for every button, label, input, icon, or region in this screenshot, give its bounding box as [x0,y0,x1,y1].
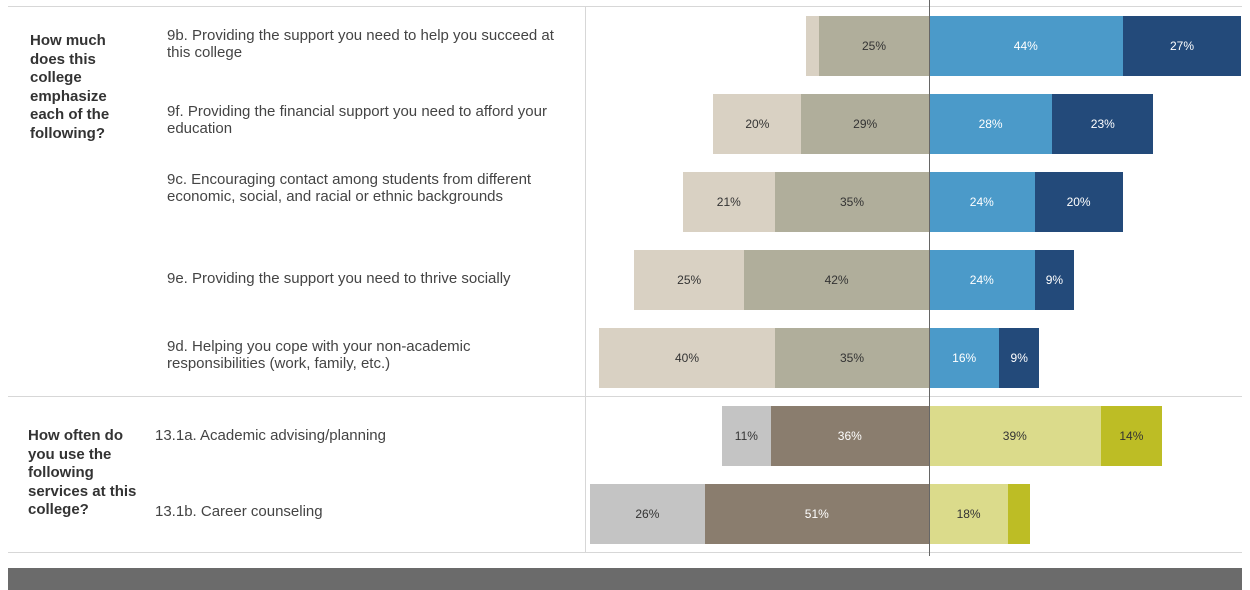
bar-segment-neg-inner: 25% [819,16,929,76]
item-label-9e: 9e. Providing the support you need to th… [167,270,511,287]
bar-value-label: 36% [837,429,862,443]
group-question-emphasis: How much does this college emphasize eac… [30,32,110,142]
bar-value-label: 42% [824,273,849,287]
item-label-9f: 9f. Providing the financial support you … [167,103,547,137]
bar-segment-neg-outer: 11% [722,406,771,466]
item-label-9c: 9c. Encouraging contact among students f… [167,171,532,205]
bar-value-label: 24% [969,195,994,209]
bar-segment-pos-inner: 28% [929,94,1053,154]
bar-value-label: 9% [1045,273,1064,287]
bar-segment-pos-inner: 44% [929,16,1123,76]
bar-value-label: 25% [861,39,887,53]
bar-segment-pos-inner: 16% [929,328,1000,388]
bar-value-label: 18% [956,507,981,521]
bar-value-label: 9% [1010,351,1028,365]
bar-value-label: 40% [674,351,700,365]
zero-axis-line [929,0,930,556]
bar-segment-neg-inner: 51% [704,484,929,544]
bar-segment-neg-outer: 21% [682,172,775,232]
bar-segment-neg-outer: 20% [713,94,802,154]
bar-value-label: 16% [952,351,977,365]
bottom-divider [8,552,1242,553]
footer-bar [8,568,1242,590]
bar-segment-pos-outer [1008,484,1031,544]
bar-segment-neg-inner: 35% [775,172,929,232]
bar-value-label: 35% [839,195,865,209]
bar-segment-pos-inner: 18% [929,484,1009,544]
bar-value-label: 39% [1002,429,1027,443]
bar-value-label: 21% [716,195,741,209]
item-label-9b: 9b. Providing the support you need to he… [167,27,554,61]
group-question-services: How often do you use the following servi… [28,427,137,518]
label-column-divider [585,6,586,552]
bar-segment-pos-inner: 24% [929,172,1035,232]
bar-value-label: 23% [1090,117,1115,131]
bar-segment-pos-inner: 39% [929,406,1101,466]
item-label-13-1a: 13.1a. Academic advising/planning [155,427,386,444]
bar-value-label: 20% [745,117,770,131]
bar-segment-pos-outer: 23% [1052,94,1154,154]
bar-value-label: 51% [804,507,829,521]
bar-value-label: 29% [853,117,878,131]
bar-segment-neg-outer: 40% [599,328,775,388]
item-label-9d: 9d. Helping you cope with your non-acade… [167,338,471,372]
bar-segment-neg-inner: 36% [770,406,929,466]
bar-value-label: 14% [1119,429,1144,443]
bar-value-label: 20% [1066,195,1091,209]
bar-value-label: 28% [978,117,1003,131]
bar-value-label: 44% [1013,39,1038,53]
bar-segment-neg-outer [805,16,819,76]
bar-value-label: 25% [677,273,702,287]
group-divider [8,396,1242,397]
bar-value-label: 11% [734,429,758,443]
bar-value-label: 27% [1169,39,1194,53]
bar-segment-neg-inner: 35% [775,328,929,388]
bar-segment-pos-inner: 24% [929,250,1035,310]
top-divider [8,6,1242,7]
bar-segment-neg-inner: 42% [744,250,929,310]
bar-segment-pos-outer: 14% [1100,406,1163,466]
bar-segment-pos-outer: 27% [1122,16,1242,76]
bar-segment-pos-outer: 9% [999,328,1039,388]
bar-value-label: 24% [969,273,994,287]
bar-segment-pos-outer: 9% [1034,250,1075,310]
bar-segment-neg-outer: 25% [634,250,745,310]
bar-segment-neg-outer: 26% [590,484,705,544]
bar-value-label: 26% [635,507,660,521]
bar-segment-neg-inner: 29% [801,94,929,154]
item-label-13-1b: 13.1b. Career counseling [155,503,323,520]
bar-value-label: 35% [839,351,865,365]
bar-segment-pos-outer: 20% [1034,172,1123,232]
